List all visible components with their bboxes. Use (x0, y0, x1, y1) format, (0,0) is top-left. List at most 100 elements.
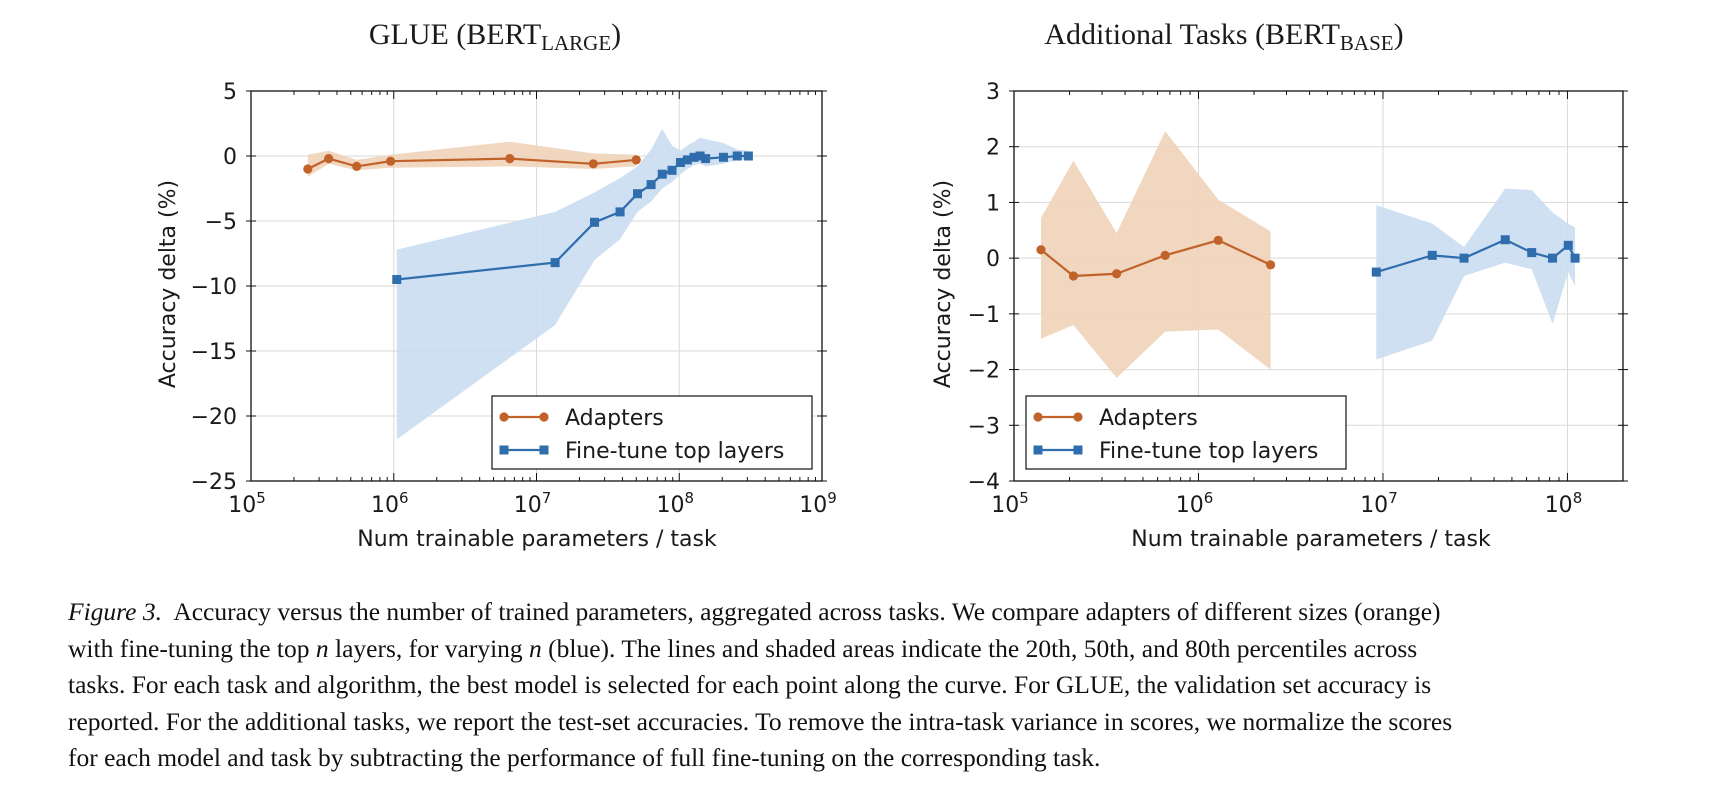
y-axis: 3 2 1 0 −1 −2 −3 −4 (968, 80, 1628, 495)
data-point-fine-tune (1563, 240, 1573, 250)
series-line-adapters (1040, 239, 1272, 278)
data-point-fine-tune (1548, 253, 1558, 263)
data-point-adapters (1036, 245, 1046, 255)
data-point-adapters (1160, 250, 1170, 260)
y-axis-label: Accuracy delta (%) (931, 180, 956, 388)
x-tick-label: 108 (1545, 489, 1583, 518)
legend-label-adapters: Adapters (565, 406, 664, 431)
data-point-adapters (1266, 260, 1276, 270)
y-tick-label: 2 (986, 136, 1000, 161)
y-tick-label: −3 (968, 414, 1000, 439)
data-point-fine-tune (675, 158, 685, 167)
percentile-band-adapters (1040, 131, 1271, 378)
percentile-band-fine-tune (1376, 188, 1576, 360)
x-tick-label: 108 (656, 489, 694, 518)
legend-marker-adapters (539, 412, 549, 422)
y-tick-label: −15 (191, 340, 237, 365)
data-point-fine-tune (732, 151, 742, 161)
x-tick-label: 106 (371, 489, 409, 518)
data-point-fine-tune (701, 154, 711, 164)
legend-marker-adapters (1033, 412, 1043, 422)
y-tick-label: 3 (986, 80, 1000, 105)
data-point-fine-tune (718, 152, 728, 162)
legend-marker-fine-tune (499, 445, 509, 455)
data-point-adapters (324, 154, 334, 164)
caption-line-5: for each model and task by subtracting t… (68, 743, 1101, 772)
x-tick-label: 106 (1176, 489, 1214, 518)
legend-box (491, 395, 813, 470)
legend-marker-fine-tune (1073, 445, 1083, 455)
x-tick-label: 107 (514, 489, 552, 518)
y-tick-label: 5 (223, 80, 237, 105)
chart-title: Additional Tasks (BERTBASE) (1044, 18, 1403, 55)
data-point-adapters (1112, 269, 1122, 279)
caption-label: Figure 3. (68, 597, 162, 626)
glue-chart: GLUE (BERTLARGE) Num trainable parameter… (156, 18, 837, 552)
caption-line-2: with fine-tuning the top n layers, for v… (68, 633, 1418, 663)
data-point-fine-tune (689, 152, 699, 162)
caption-line-3: tasks. For each task and algorithm, the … (68, 670, 1432, 699)
data-point-adapters (385, 156, 396, 166)
caption-line-1: Figure 3. Accuracy versus the number of … (68, 597, 1441, 626)
legend-marker-fine-tune (1033, 445, 1043, 455)
data-point-fine-tune (1500, 235, 1510, 245)
x-axis-label: Num trainable parameters / task (357, 527, 717, 552)
data-point-fine-tune (695, 151, 705, 161)
y-tick-label: −1 (968, 303, 1000, 328)
data-point-fine-tune (392, 275, 402, 284)
y-tick-label: −5 (205, 210, 237, 235)
x-tick-label: 105 (228, 489, 266, 518)
legend-marker-adapters (499, 412, 509, 422)
data-point-adapters (505, 154, 515, 164)
legend-label-fine-tune: Fine-tune top layers (565, 439, 784, 464)
y-axis: 5 0 −5 −10 −15 −20 −25 (191, 80, 827, 495)
data-point-fine-tune (550, 258, 560, 268)
percentile-band-fine-tune (396, 128, 749, 440)
y-tick-label: −4 (968, 470, 1000, 495)
figure-caption: Figure 3. Accuracy versus the number of … (68, 594, 1708, 777)
data-point-fine-tune (1371, 267, 1381, 277)
data-point-fine-tune (1527, 248, 1537, 258)
y-tick-label: −20 (191, 405, 237, 430)
data-point-adapters (1213, 235, 1223, 245)
data-point-fine-tune (1427, 250, 1437, 260)
chart-title: GLUE (BERTLARGE) (369, 18, 621, 55)
y-tick-label: 0 (223, 145, 237, 170)
additional-tasks-chart: Additional Tasks (BERTBASE) Num trainabl… (931, 18, 1628, 552)
x-tick-label: 109 (799, 489, 837, 518)
y-tick-label: 0 (986, 247, 1000, 272)
legend-label-fine-tune: Fine-tune top layers (1099, 439, 1318, 464)
y-tick-label: −25 (191, 470, 237, 495)
data-point-fine-tune (633, 189, 643, 199)
plot-frame (1013, 90, 1624, 482)
data-point-fine-tune (682, 155, 692, 165)
data-point-fine-tune (743, 151, 753, 161)
data-point-fine-tune (1570, 253, 1580, 263)
data-point-adapters (303, 164, 313, 174)
data-point-fine-tune (615, 207, 625, 217)
data-point-fine-tune (646, 180, 656, 190)
legend: Adapters Fine-tune top layers (1025, 395, 1347, 470)
x-axis: 105 106 107 108 (991, 91, 1624, 518)
x-axis-label: Num trainable parameters / task (1131, 527, 1491, 552)
data-point-adapters (588, 159, 598, 169)
data-point-adapters (1068, 271, 1079, 281)
x-tick-label: 105 (991, 489, 1029, 518)
legend-marker-adapters (1073, 412, 1083, 422)
caption-line-4: reported. For the additional tasks, we r… (68, 706, 1453, 736)
y-tick-label: 1 (986, 191, 1000, 216)
legend-label-adapters: Adapters (1099, 406, 1198, 431)
x-tick-label: 107 (1360, 489, 1398, 518)
y-tick-label: −2 (968, 359, 1000, 384)
y-axis-label: Accuracy delta (%) (156, 180, 181, 388)
legend-marker-fine-tune (539, 445, 549, 455)
data-point-fine-tune (590, 217, 600, 227)
data-point-fine-tune (1459, 253, 1469, 263)
data-point-adapters (352, 161, 362, 171)
data-point-fine-tune (667, 165, 677, 175)
data-point-fine-tune (657, 169, 667, 179)
x-axis: 105 106 107 108 109 (228, 91, 837, 518)
legend-box (1025, 395, 1347, 470)
data-point-adapters (631, 155, 641, 165)
